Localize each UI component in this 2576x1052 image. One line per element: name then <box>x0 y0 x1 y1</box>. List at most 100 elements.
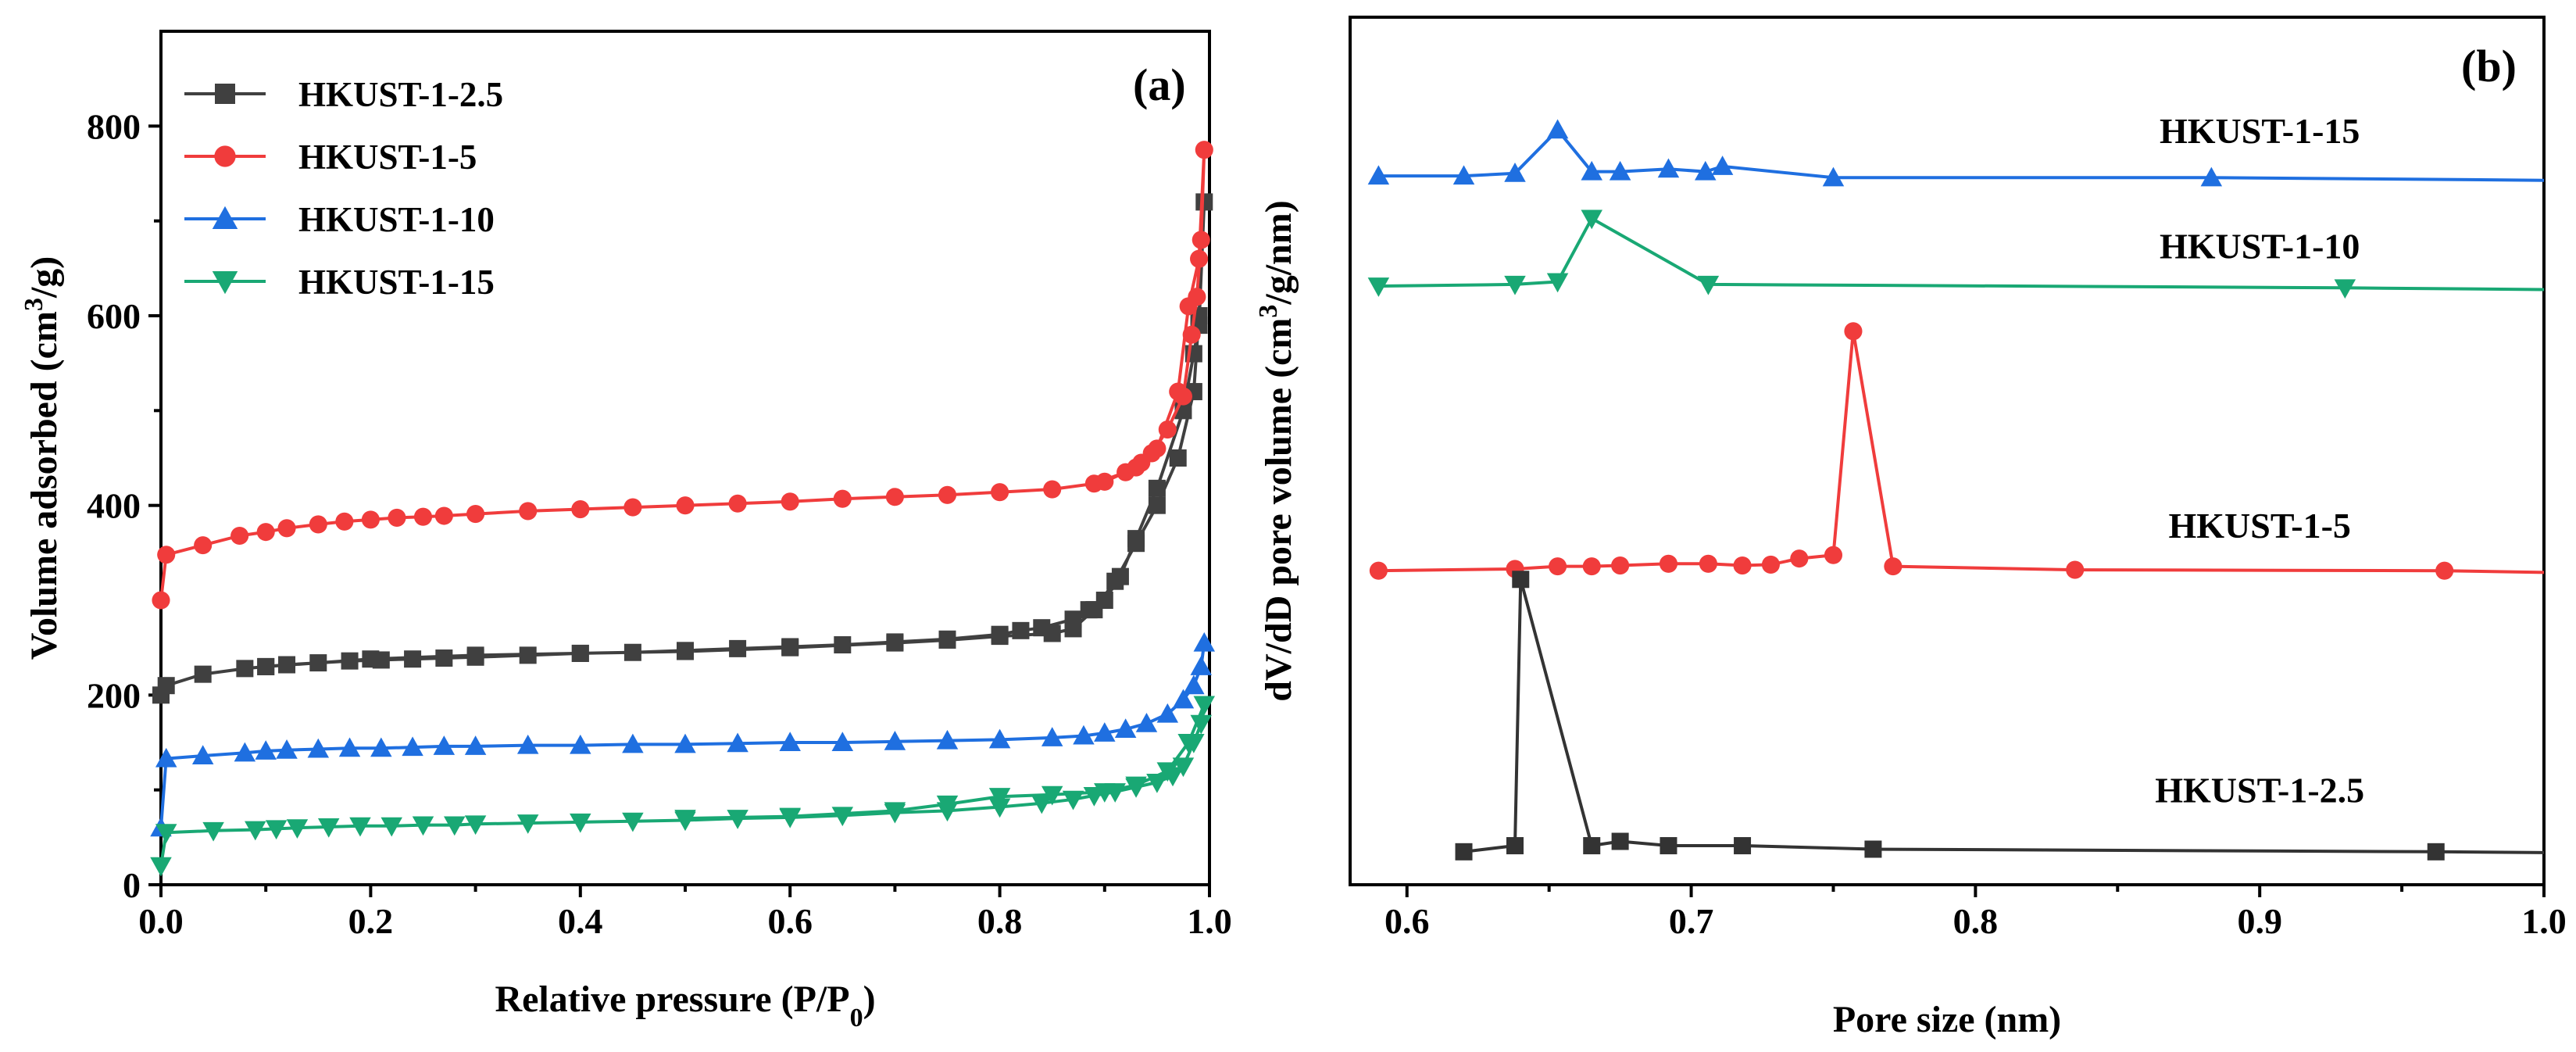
panel-b-point-hkust-1-10 <box>1367 277 1390 297</box>
panel-b-point-hkust-1-15 <box>2200 166 2223 187</box>
panel-a-y-tick-label: 800 <box>87 106 141 146</box>
panel-a-line-hkust-1-5 <box>159 148 1206 601</box>
panel-a-point-hkust-1-10 <box>370 737 392 757</box>
panel-a-point-hkust-1-10 <box>402 736 423 757</box>
panel-b-point-hkust-1-2-5 <box>2427 843 2445 861</box>
panel-a-point-hkust-1-2-5 <box>991 628 1009 646</box>
panel-a-label: (a) <box>1133 59 1186 110</box>
legend-label-hkust-1-2-5: HKUST-1-2.5 <box>298 75 503 114</box>
panel-a-point-hkust-1-15 <box>1177 734 1199 753</box>
panel-a-point-hkust-1-15 <box>1156 762 1179 782</box>
panel-a-point-hkust-1-5 <box>466 505 485 524</box>
legend-entry-hkust-1-5: HKUST-1-5 <box>184 138 477 177</box>
panel-b-label: (b) <box>2461 41 2517 91</box>
panel-b-point-hkust-1-15 <box>1452 165 1475 185</box>
panel-a-point-hkust-1-10 <box>433 735 456 755</box>
panel-a-point-hkust-1-2-5 <box>781 639 799 657</box>
panel-a-x-tick-label: 0.4 <box>558 901 603 941</box>
legend-marker-hkust-1-10 <box>212 206 238 229</box>
panel-a-point-hkust-1-2-5 <box>938 631 956 649</box>
legend-marker-hkust-1-15 <box>212 271 238 295</box>
panel-a-point-hkust-1-15 <box>727 810 749 829</box>
panel-a-point-hkust-1-2-5 <box>341 652 359 670</box>
panel-a-point-hkust-1-2-5 <box>435 649 453 667</box>
panel-a-point-hkust-1-5 <box>938 485 957 504</box>
panel-b-series-hkust-1-5: HKUST-1-5 <box>1369 322 2545 580</box>
panel-a-point-hkust-1-15 <box>988 798 1011 818</box>
panel-a-point-hkust-1-2-5 <box>1148 496 1166 514</box>
panel-a-point-hkust-1-15 <box>1062 790 1084 810</box>
panel-a-point-hkust-1-15 <box>1146 773 1168 793</box>
panel-b-point-hkust-1-5 <box>1549 557 1567 576</box>
panel-a-series-hkust-1-5 <box>152 141 1213 610</box>
panel-a-point-hkust-1-2-5 <box>571 644 589 662</box>
panel-b-point-hkust-1-5 <box>1761 555 1780 574</box>
panel-b-point-hkust-1-15 <box>1504 163 1526 182</box>
panel-a-point-hkust-1-15 <box>381 817 402 837</box>
panel-b-series-hkust-1-2-5: HKUST-1-2.5 <box>1455 571 2545 861</box>
panel-b-x-tick-label: 0.9 <box>2237 901 2282 941</box>
panel-a-x-axis-title: Relative pressure (P/P0) <box>495 979 875 1032</box>
panel-a-point-hkust-1-15 <box>245 821 266 841</box>
panel-a-y-tick-label: 0 <box>123 865 141 905</box>
panel-a-point-hkust-1-5 <box>361 510 380 529</box>
panel-b-point-hkust-1-2-5 <box>1512 571 1530 589</box>
panel-b-point-hkust-1-2-5 <box>1506 837 1524 855</box>
panel-a-point-hkust-1-10 <box>1041 727 1063 746</box>
panel-a-point-hkust-1-10 <box>1190 656 1213 675</box>
panel-a-point-hkust-1-15 <box>150 857 172 877</box>
panel-a-point-hkust-1-15 <box>349 817 371 837</box>
panel-a-point-hkust-1-15 <box>444 816 466 836</box>
panel-a-chart: 0.0 0.2 0.4 0.6 0.8 1.0 0 200 400 600 800 HKUST-1-… <box>20 30 1232 1032</box>
panel-a-y-tick-label: 200 <box>87 675 141 715</box>
panel-a-point-hkust-1-10 <box>988 728 1011 749</box>
panel-a-point-hkust-1-10 <box>516 734 539 754</box>
panel-a-point-hkust-1-2-5 <box>404 650 422 668</box>
panel-b-axes: 0.6 0.7 0.8 0.9 1.0 <box>1384 885 2567 941</box>
panel-a-x-tick-label: 1.0 <box>1187 901 1232 941</box>
panel-a-point-hkust-1-10 <box>674 733 696 753</box>
legend-entry-hkust-1-15: HKUST-1-15 <box>184 263 495 302</box>
panel-a-point-hkust-1-5 <box>194 536 213 555</box>
panel-a-point-hkust-1-10 <box>1156 703 1179 723</box>
panel-a-point-hkust-1-5 <box>1127 458 1145 477</box>
panel-a-point-hkust-1-5 <box>676 496 695 515</box>
panel-b-point-hkust-1-15 <box>1822 166 1845 187</box>
panel-b-point-hkust-1-2-5 <box>1611 832 1629 850</box>
panel-b-y-axis-title: dV/dD pore volume (cm3/g/nm) <box>1254 200 1300 701</box>
panel-a-point-hkust-1-5 <box>1179 297 1198 316</box>
panel-a-point-hkust-1-5 <box>434 506 453 525</box>
panel-b-x-tick-label: 0.8 <box>1953 901 1999 941</box>
panel-a-point-hkust-1-15 <box>1125 776 1147 796</box>
panel-a-point-hkust-1-5 <box>277 519 296 538</box>
panel-a-point-hkust-1-15 <box>516 814 539 834</box>
panel-a-point-hkust-1-2-5 <box>309 654 327 672</box>
panel-a-point-hkust-1-2-5 <box>886 634 904 652</box>
panel-a-point-hkust-1-2-5 <box>729 639 747 657</box>
panel-a-point-hkust-1-10 <box>1073 725 1095 745</box>
panel-a-point-hkust-1-10 <box>884 731 906 750</box>
panel-b-x-axis-title: Pore size (nm) <box>1833 999 2061 1040</box>
panel-a-point-hkust-1-10 <box>1135 712 1158 732</box>
panel-b-point-hkust-1-5 <box>1733 556 1752 575</box>
panel-b-point-hkust-1-15 <box>1711 156 1734 175</box>
panel-b-point-hkust-1-15 <box>1546 119 1569 139</box>
panel-a-point-hkust-1-2-5 <box>1043 624 1061 642</box>
panel-b-point-hkust-1-2-5 <box>1864 840 1882 858</box>
legend-entry-hkust-1-10: HKUST-1-10 <box>184 200 495 239</box>
panel-a-line-hkust-1-15 <box>159 703 1206 867</box>
panel-b-point-hkust-1-5 <box>1582 557 1601 576</box>
panel-a-point-hkust-1-5 <box>728 494 747 513</box>
panel-a-y-tick-label: 600 <box>87 296 141 336</box>
panel-a-point-hkust-1-5 <box>1158 420 1177 439</box>
panel-a-point-hkust-1-10 <box>1094 722 1116 742</box>
panel-a-point-hkust-1-15 <box>1041 785 1063 806</box>
panel-a-point-hkust-1-5 <box>571 499 590 519</box>
panel-b-point-hkust-1-5 <box>1790 549 1809 568</box>
panel-b-point-hkust-1-10 <box>1504 275 1526 295</box>
panel-a-point-hkust-1-5 <box>157 546 176 564</box>
panel-a-point-hkust-1-10 <box>831 732 854 751</box>
panel-b-point-hkust-1-2-5 <box>1455 843 1473 861</box>
panel-a-point-hkust-1-5 <box>230 526 249 546</box>
